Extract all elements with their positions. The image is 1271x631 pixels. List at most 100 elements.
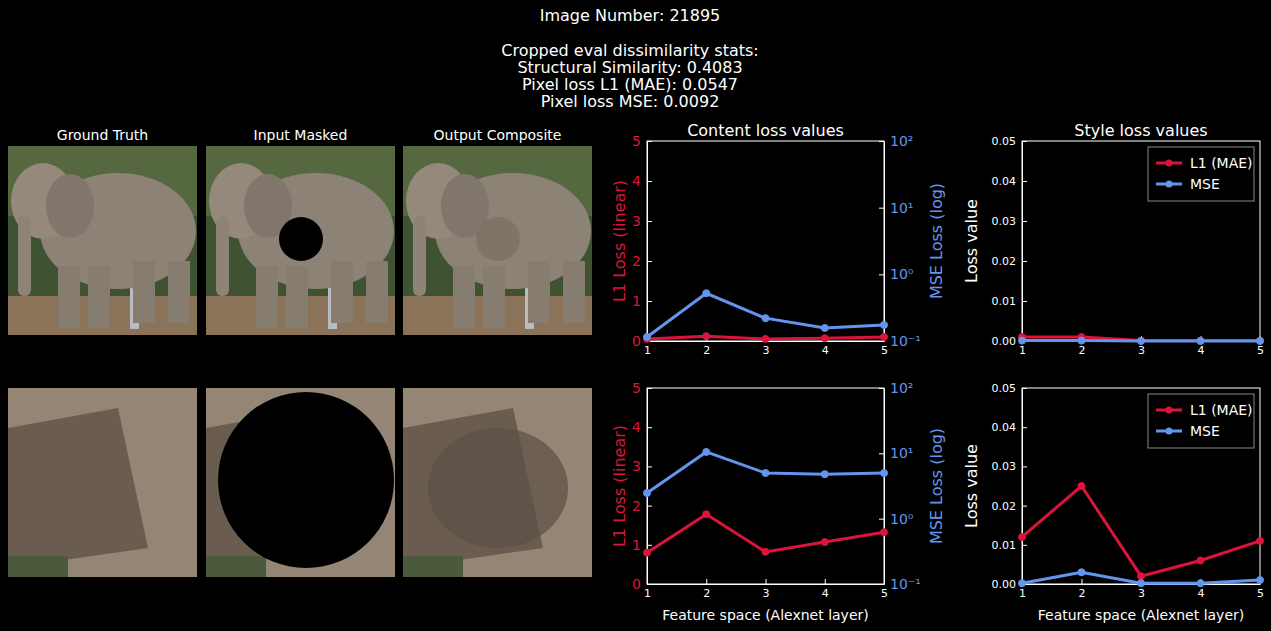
- tick-label: 3: [1138, 587, 1145, 600]
- axis-line: [1022, 389, 1023, 585]
- tick: 3: [1138, 336, 1145, 357]
- tick-mark: [647, 545, 652, 546]
- tick-label: 0: [632, 576, 641, 592]
- figure-title: Image Number: 21895: [540, 6, 721, 25]
- x-axis-label: Feature space (Alexnet layer): [662, 607, 868, 623]
- axis: 012345: [632, 380, 652, 592]
- elephant-leg: [483, 266, 505, 328]
- series-marker: [1257, 338, 1264, 345]
- tick-label: 5: [632, 380, 641, 396]
- tick: 3: [763, 336, 770, 357]
- tick-label: 0.00: [992, 578, 1017, 591]
- tick: 10⁰: [879, 511, 914, 527]
- y-axis-label: L1 Loss (linear): [610, 425, 629, 547]
- series-marker: [1257, 537, 1264, 544]
- tick-label: 0.03: [992, 460, 1017, 473]
- tick: 0.04: [992, 175, 1028, 188]
- legend-box: [1148, 394, 1254, 448]
- series-marker: [1138, 573, 1145, 580]
- tick-mark: [825, 579, 826, 584]
- tick: 0.04: [992, 421, 1028, 434]
- tick-label: 10²: [890, 380, 913, 396]
- tick: 0.02: [992, 500, 1028, 513]
- series-marker: [644, 490, 651, 497]
- tick-mark: [647, 388, 652, 389]
- tick-mark: [879, 341, 884, 342]
- tick-mark: [1022, 466, 1027, 467]
- tick-mark: [766, 579, 767, 584]
- tick-mark: [647, 584, 652, 585]
- tick-label: 0.00: [992, 335, 1017, 348]
- elephant-leg: [453, 266, 475, 328]
- tick-mark: [647, 301, 652, 302]
- tick-label: 3: [763, 344, 770, 357]
- tick: 0.00: [992, 335, 1028, 348]
- tick-mark: [647, 141, 652, 142]
- image-panel: [8, 388, 197, 577]
- tick-label: 2: [703, 344, 710, 357]
- tick-mark: [879, 274, 884, 275]
- series-marker: [821, 324, 828, 331]
- tick-mark: [1022, 181, 1027, 182]
- image-panel: [403, 388, 592, 577]
- axis-line: [647, 142, 648, 342]
- series-marker: [1019, 337, 1026, 344]
- legend-marker: [1166, 160, 1173, 167]
- tick-mark: [647, 466, 652, 467]
- tick-label: 0.03: [992, 215, 1017, 228]
- image-panel: [206, 146, 395, 335]
- y2-axis-label: MSE Loss (log): [927, 183, 946, 299]
- tick-label: 5: [881, 587, 888, 600]
- tick-mark: [647, 221, 652, 222]
- tick: 1: [1019, 579, 1026, 600]
- tick: 10²: [879, 133, 913, 149]
- tick-label: 10¹: [890, 200, 913, 216]
- tick-label: 0.04: [992, 175, 1017, 188]
- chart-title: Style loss values: [1074, 121, 1207, 140]
- tick-mark: [1022, 388, 1027, 389]
- inpainted-region: [428, 428, 568, 548]
- tick-label: 0.02: [992, 500, 1017, 513]
- tick: 3: [763, 579, 770, 600]
- axis-line: [884, 389, 885, 585]
- axis: 0.000.010.020.030.040.05: [992, 135, 1028, 348]
- tick: 2: [1079, 336, 1086, 357]
- plot-frame: [647, 388, 884, 584]
- legend-marker: [1166, 428, 1173, 435]
- tick: 0.05: [992, 382, 1028, 395]
- tick: 0: [632, 576, 652, 592]
- tick-label: 0.05: [992, 135, 1017, 148]
- series-marker: [644, 549, 651, 556]
- tick-mark: [879, 208, 884, 209]
- plot-frame: [1022, 388, 1260, 584]
- series-marker: [762, 336, 769, 343]
- y-axis-label: Loss value: [962, 199, 981, 283]
- tick-mark: [1022, 301, 1027, 302]
- tick-label: 10⁻¹: [890, 576, 921, 592]
- tick: 1: [632, 293, 652, 309]
- tick: 0.01: [992, 295, 1028, 308]
- series-marker: [1019, 533, 1026, 540]
- crop-foliage: [8, 556, 68, 577]
- chart: 123450.000.010.020.030.040.05Style loss …: [962, 121, 1264, 357]
- tick: 2: [703, 579, 710, 600]
- elephant-leg: [168, 261, 190, 323]
- tick-mark: [1022, 261, 1027, 262]
- legend-box: [1148, 147, 1254, 201]
- series-marker: [1257, 337, 1264, 344]
- tick-mark: [879, 141, 884, 142]
- series-marker: [1138, 338, 1145, 345]
- legend: L1 (MAE)MSE: [1148, 147, 1254, 201]
- legend-marker: [1166, 181, 1173, 188]
- axis: 10⁻¹10⁰10¹10²: [879, 380, 921, 592]
- legend-label: L1 (MAE): [1190, 155, 1253, 171]
- tick: 0.03: [992, 460, 1028, 473]
- tick-mark: [879, 584, 884, 585]
- tick-label: 10⁰: [890, 266, 914, 282]
- crop-foliage: [206, 556, 266, 577]
- tick-mark: [706, 579, 707, 584]
- y-axis-label: L1 Loss (linear): [610, 180, 629, 302]
- legend-marker: [1166, 407, 1173, 414]
- elephant-trunk: [413, 216, 426, 296]
- elephant-ear: [46, 174, 94, 238]
